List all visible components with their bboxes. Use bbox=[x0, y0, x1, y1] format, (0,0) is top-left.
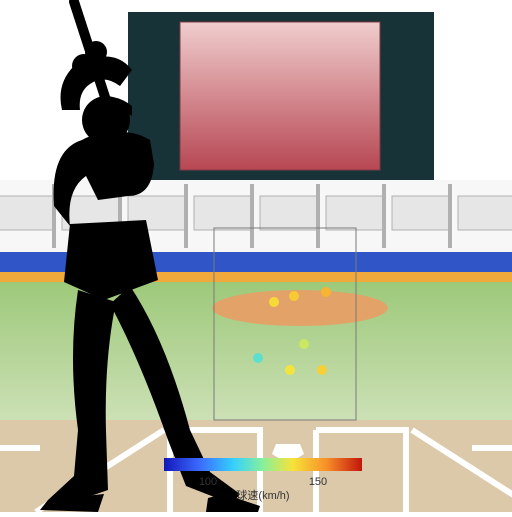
pitch-marker bbox=[269, 297, 279, 307]
pitch-marker bbox=[299, 339, 309, 349]
colormap-tick-label: 150 bbox=[309, 476, 327, 488]
pitch-marker bbox=[289, 291, 299, 301]
scoreboard-screen bbox=[180, 22, 380, 170]
colormap-axis-label: 球速(km/h) bbox=[236, 488, 289, 502]
colormap-tick-label: 100 bbox=[199, 476, 217, 488]
scene-svg: 100 150 球速(km/h) bbox=[0, 0, 512, 512]
pitch-marker bbox=[317, 365, 327, 375]
pitchers-mound bbox=[212, 290, 388, 326]
pitch-marker bbox=[321, 287, 331, 297]
colormap-bar bbox=[164, 458, 362, 471]
pitch-location-chart: 100 150 球速(km/h) bbox=[0, 0, 512, 512]
pitch-marker bbox=[253, 353, 263, 363]
pitch-marker bbox=[285, 365, 295, 375]
